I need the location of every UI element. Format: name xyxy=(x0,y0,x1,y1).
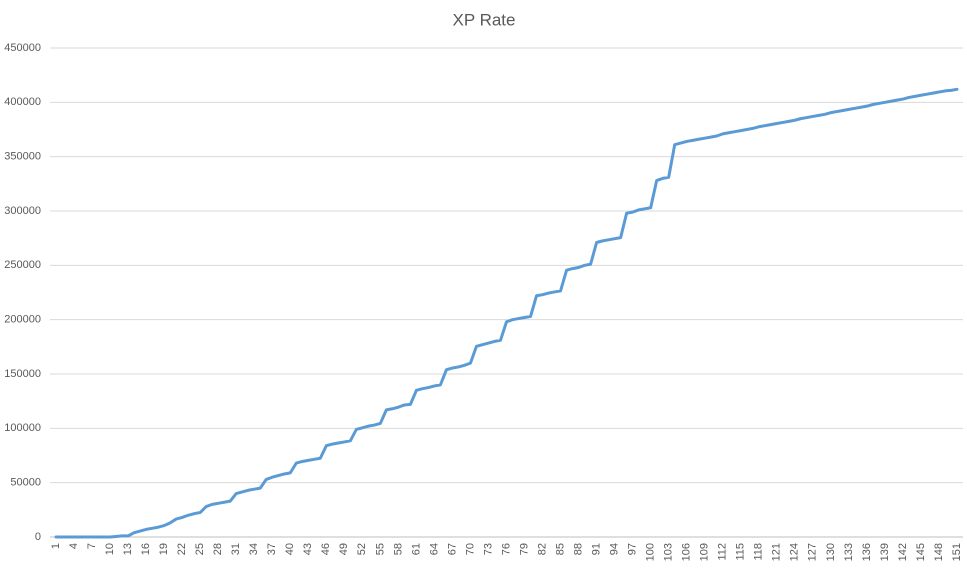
x-tick-label: 85 xyxy=(554,543,566,555)
x-tick-label: 67 xyxy=(446,543,458,555)
y-tick-label: 450000 xyxy=(4,42,41,54)
y-tick-label: 150000 xyxy=(4,368,41,380)
x-tick-label: 10 xyxy=(104,543,116,555)
y-tick-label: 400000 xyxy=(4,96,41,108)
x-tick-label: 112 xyxy=(717,543,729,561)
x-tick-label: 148 xyxy=(933,543,945,561)
x-tick-label: 109 xyxy=(699,543,711,561)
x-tick-label: 94 xyxy=(609,543,621,555)
data-line xyxy=(54,87,959,539)
y-tick-label: 300000 xyxy=(4,205,41,217)
y-tick-label: 100000 xyxy=(4,422,41,434)
x-tick-label: 118 xyxy=(753,543,765,561)
x-tick-label: 22 xyxy=(176,543,188,555)
x-tick-label: 127 xyxy=(807,543,819,561)
x-tick-label: 7 xyxy=(86,543,98,549)
y-tick-label: 0 xyxy=(35,531,41,543)
y-tick-label: 250000 xyxy=(4,259,41,271)
x-tick-label: 52 xyxy=(356,543,368,555)
y-tick-label: 50000 xyxy=(10,477,41,489)
x-tick-label: 34 xyxy=(248,543,260,555)
y-tick-label: 350000 xyxy=(4,151,41,163)
chart-title: XP Rate xyxy=(452,10,515,29)
x-tick-label: 76 xyxy=(500,543,512,555)
x-tick-label: 1 xyxy=(50,543,62,549)
x-tick-label: 43 xyxy=(302,543,314,555)
x-tick-label: 73 xyxy=(482,543,494,555)
x-tick-label: 100 xyxy=(645,543,657,561)
x-tick-label: 151 xyxy=(951,543,963,561)
x-tick-label: 91 xyxy=(591,543,603,555)
x-tick-label: 121 xyxy=(771,543,783,561)
x-tick-label: 79 xyxy=(518,543,530,555)
x-tick-label: 61 xyxy=(410,543,422,555)
x-tick-label: 124 xyxy=(789,543,801,561)
x-tick-label: 16 xyxy=(140,543,152,555)
y-tick-label: 200000 xyxy=(4,314,41,326)
x-tick-label: 106 xyxy=(681,543,693,561)
x-tick-label: 4 xyxy=(68,543,80,549)
x-tick-label: 70 xyxy=(464,543,476,555)
x-tick-label: 136 xyxy=(861,543,873,561)
x-tick-label: 103 xyxy=(663,543,675,561)
x-tick-label: 115 xyxy=(735,543,747,561)
x-tick-label: 19 xyxy=(158,543,170,555)
x-tick-label: 55 xyxy=(374,543,386,555)
x-tick-label: 31 xyxy=(230,543,242,555)
x-tick-label: 58 xyxy=(392,543,404,555)
x-tick-label: 142 xyxy=(897,543,909,561)
x-tick-label: 64 xyxy=(428,543,440,555)
x-tick-label: 145 xyxy=(915,543,927,561)
x-tick-label: 25 xyxy=(194,543,206,555)
x-tick-label: 82 xyxy=(536,543,548,555)
x-tick-label: 139 xyxy=(879,543,891,561)
x-tick-label: 13 xyxy=(122,543,134,555)
x-tick-label: 46 xyxy=(320,543,332,555)
x-tick-label: 49 xyxy=(338,543,350,555)
x-tick-label: 40 xyxy=(284,543,296,555)
x-tick-label: 133 xyxy=(843,543,855,561)
x-tick-label: 130 xyxy=(825,543,837,561)
x-tick-label: 88 xyxy=(572,543,584,555)
x-tick-label: 97 xyxy=(627,543,639,555)
x-tick-label: 28 xyxy=(212,543,224,555)
x-tick-label: 37 xyxy=(266,543,278,555)
